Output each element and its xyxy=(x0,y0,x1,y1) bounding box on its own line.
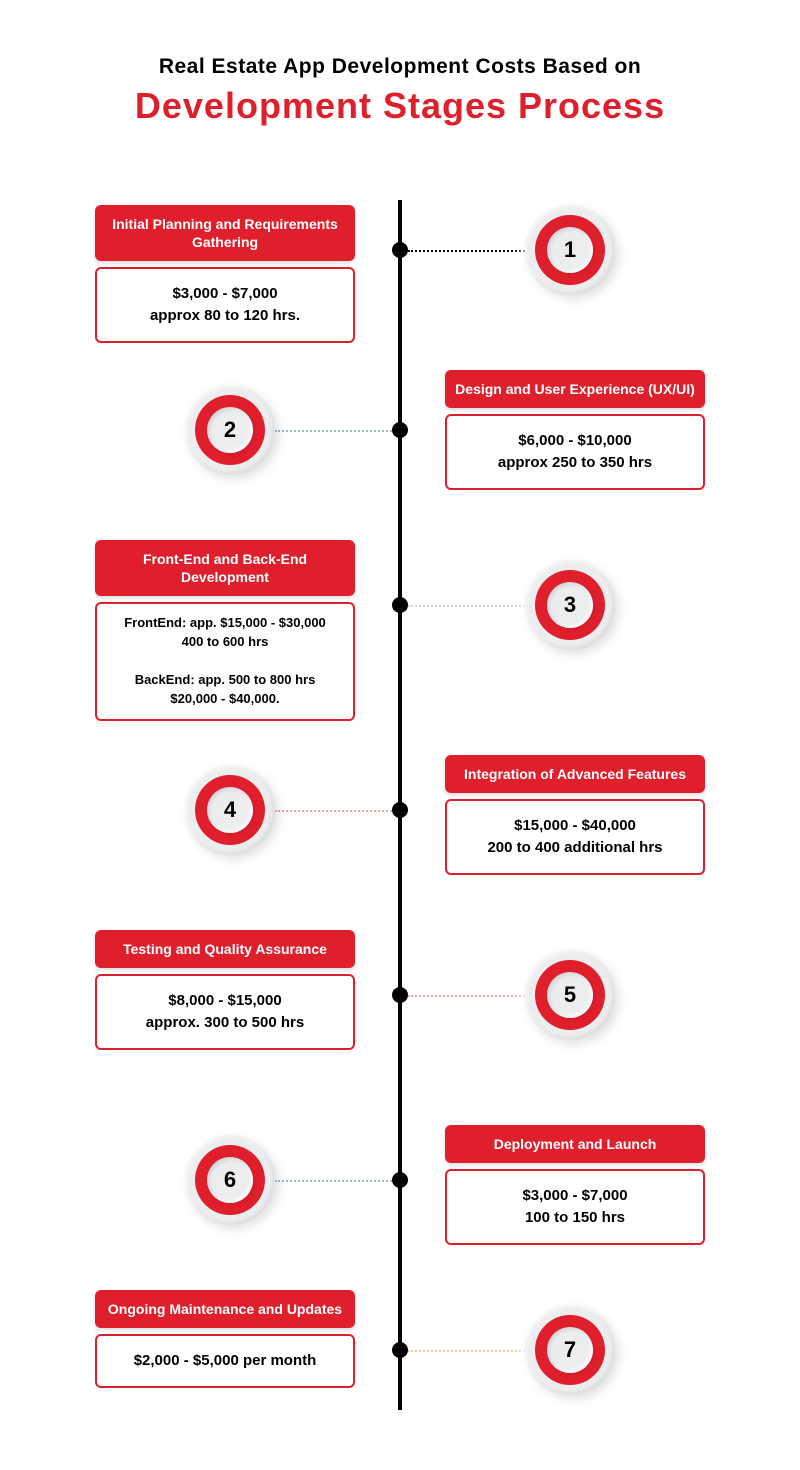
stage-circle-inner: 3 xyxy=(547,582,593,628)
stage-title: Ongoing Maintenance and Updates xyxy=(95,1290,355,1328)
connector xyxy=(408,605,525,607)
stage-circle-ring: 2 xyxy=(195,395,265,465)
stage-card: Ongoing Maintenance and Updates $2,000 - … xyxy=(95,1290,355,1388)
connector xyxy=(275,1180,392,1182)
stage-circle-inner: 7 xyxy=(547,1327,593,1373)
stage-title: Initial Planning and Requirements Gather… xyxy=(95,205,355,261)
stage-circle-inner: 6 xyxy=(207,1157,253,1203)
stage-number: 7 xyxy=(564,1337,576,1363)
stage-body: $15,000 - $40,000 200 to 400 additional … xyxy=(445,799,705,875)
stage-circle-ring: 6 xyxy=(195,1145,265,1215)
stage-circle: 2 xyxy=(185,385,275,475)
heading-line2: Development Stages Process xyxy=(0,85,800,127)
stage-card: Design and User Experience (UX/UI) $6,000… xyxy=(445,370,705,490)
stage-circle-ring: 3 xyxy=(535,570,605,640)
stage-body: $8,000 - $15,000 approx. 300 to 500 hrs xyxy=(95,974,355,1050)
stage-title: Testing and Quality Assurance xyxy=(95,930,355,968)
stage-card: Initial Planning and Requirements Gather… xyxy=(95,205,355,343)
stage-circle-inner: 2 xyxy=(207,407,253,453)
stage-title: Design and User Experience (UX/UI) xyxy=(445,370,705,408)
stage-circle-inner: 5 xyxy=(547,972,593,1018)
stage-circle: 6 xyxy=(185,1135,275,1225)
stage-number: 6 xyxy=(224,1167,236,1193)
timeline-node xyxy=(392,422,408,438)
timeline-node xyxy=(392,597,408,613)
stage-number: 1 xyxy=(564,237,576,263)
stage-number: 4 xyxy=(224,797,236,823)
stage-body: $2,000 - $5,000 per month xyxy=(95,1334,355,1388)
stage-circle-ring: 1 xyxy=(535,215,605,285)
stage-circle-inner: 1 xyxy=(547,227,593,273)
stage-circle: 7 xyxy=(525,1305,615,1395)
stage-card: Deployment and Launch $3,000 - $7,000 100… xyxy=(445,1125,705,1245)
stage-circle: 3 xyxy=(525,560,615,650)
connector xyxy=(408,1350,525,1352)
heading: Real Estate App Development Costs Based … xyxy=(0,0,800,127)
connector xyxy=(408,995,525,997)
timeline-node xyxy=(392,802,408,818)
stage-circle: 4 xyxy=(185,765,275,855)
stage-card: Front-End and Back-End Development FrontE… xyxy=(95,540,355,721)
stage-number: 5 xyxy=(564,982,576,1008)
stage-title: Integration of Advanced Features xyxy=(445,755,705,793)
timeline-node xyxy=(392,242,408,258)
stage-circle-ring: 5 xyxy=(535,960,605,1030)
stage-card: Integration of Advanced Features $15,000 … xyxy=(445,755,705,875)
heading-line1: Real Estate App Development Costs Based … xyxy=(0,55,800,79)
stage-body: FrontEnd: app. $15,000 - $30,000 400 to … xyxy=(95,602,355,720)
stage-circle-ring: 7 xyxy=(535,1315,605,1385)
stage-body: $3,000 - $7,000 100 to 150 hrs xyxy=(445,1169,705,1245)
stage-circle-inner: 4 xyxy=(207,787,253,833)
stage-number: 3 xyxy=(564,592,576,618)
connector xyxy=(275,810,392,812)
stage-circle: 1 xyxy=(525,205,615,295)
stage-body: $3,000 - $7,000 approx 80 to 120 hrs. xyxy=(95,267,355,343)
timeline-node xyxy=(392,987,408,1003)
timeline-node xyxy=(392,1342,408,1358)
stage-circle-ring: 4 xyxy=(195,775,265,845)
connector xyxy=(408,250,525,252)
stage-card: Testing and Quality Assurance $8,000 - $1… xyxy=(95,930,355,1050)
stage-title: Front-End and Back-End Development xyxy=(95,540,355,596)
stage-title: Deployment and Launch xyxy=(445,1125,705,1163)
timeline-node xyxy=(392,1172,408,1188)
stage-number: 2 xyxy=(224,417,236,443)
connector xyxy=(275,430,392,432)
stage-circle: 5 xyxy=(525,950,615,1040)
stage-body: $6,000 - $10,000 approx 250 to 350 hrs xyxy=(445,414,705,490)
